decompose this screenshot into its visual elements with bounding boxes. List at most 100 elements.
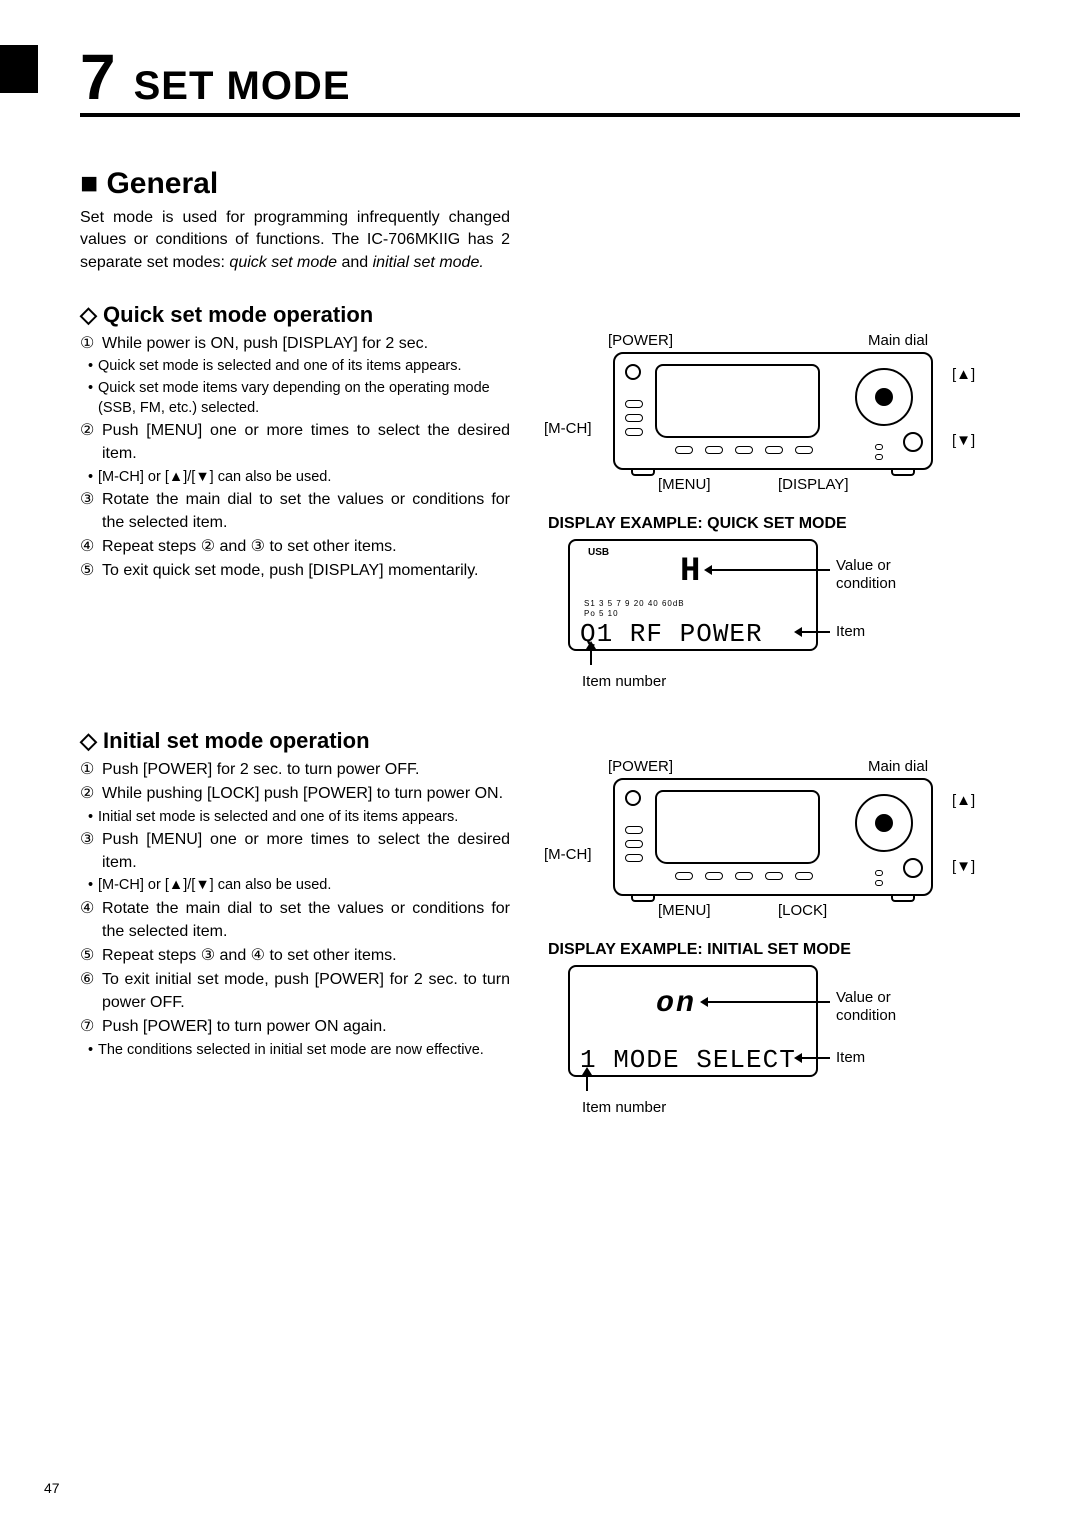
radio-dial	[855, 368, 913, 426]
annot-value: Value or	[836, 557, 891, 574]
lbl-mch: [M-CH]	[544, 846, 592, 863]
quick-s5: To exit quick set mode, push [DISPLAY] m…	[102, 559, 510, 582]
btn	[625, 428, 643, 436]
down-btn	[875, 454, 883, 460]
initial-s5: Repeat steps ③ and ④ to set other items.	[102, 944, 510, 967]
btn	[765, 446, 783, 454]
lcd-value: H	[680, 553, 702, 591]
initial-display-title: DISPLAY EXAMPLE: INITIAL SET MODE	[548, 941, 1008, 959]
lbl-menu: [MENU]	[658, 476, 711, 493]
initial-s7: Push [POWER] to turn power ON again.	[102, 1015, 510, 1038]
bullet: •	[88, 467, 98, 487]
quick-s1: While power is ON, push [DISPLAY] for 2 …	[102, 332, 510, 355]
num-2: ②	[80, 419, 102, 465]
num-1: ①	[80, 332, 102, 355]
lcd-scale1: S1 3 5 7 9 20 40 60dB	[584, 599, 685, 608]
lbl-down: [▼]	[952, 858, 975, 875]
initial-s3: Push [MENU] one or more times to select …	[102, 828, 510, 874]
intro-initial: initial set mode.	[373, 254, 484, 271]
mch-knob	[903, 432, 923, 452]
num-3: ③	[80, 828, 102, 874]
num-2: ②	[80, 782, 102, 805]
chapter-number: 7	[80, 45, 116, 109]
annot-condition: condition	[836, 575, 896, 592]
lcd-main: 1 MODE SELECT	[580, 1045, 796, 1075]
arrow	[590, 647, 592, 665]
lbl-up: [▲]	[952, 366, 975, 383]
arrow	[800, 1057, 830, 1059]
radio-screen	[655, 364, 820, 438]
initial-lcd: on 1 MODE SELECT Value or condition Item	[568, 965, 888, 1095]
intro-text: Set mode is used for programming infrequ…	[80, 207, 510, 274]
bullet: •	[88, 356, 98, 376]
initial-radio-diagram: [POWER] Main dial [M-CH] [▲] [▼] [MENU] …	[538, 758, 1008, 923]
num-1: ①	[80, 758, 102, 781]
arrow	[710, 569, 830, 571]
bullet: •	[88, 875, 98, 895]
quick-s1b1: Quick set mode is selected and one of it…	[98, 356, 462, 376]
btn	[735, 446, 753, 454]
btn	[735, 872, 753, 880]
lcd-main: Q1 RF POWER	[580, 619, 763, 649]
up-btn	[875, 444, 883, 450]
lbl-maindial: Main dial	[868, 332, 928, 349]
btn	[795, 872, 813, 880]
quick-s2: Push [MENU] one or more times to select …	[102, 419, 510, 465]
page-number: 47	[44, 1480, 60, 1496]
arrow	[800, 631, 830, 633]
radio-body	[613, 352, 933, 470]
lbl-power: [POWER]	[608, 758, 673, 775]
up-btn	[875, 870, 883, 876]
bullet: •	[88, 807, 98, 827]
initial-steps: ①Push [POWER] for 2 sec. to turn power O…	[80, 758, 510, 1060]
quick-heading: ◇ Quick set mode operation	[80, 302, 1020, 328]
down-btn	[875, 880, 883, 886]
btn	[675, 446, 693, 454]
btn	[625, 400, 643, 408]
num-5: ⑤	[80, 944, 102, 967]
quick-s2b1: [M-CH] or [▲]/[▼] can also be used.	[98, 467, 331, 487]
arrow	[706, 1001, 830, 1003]
quick-display-title: DISPLAY EXAMPLE: QUICK SET MODE	[548, 515, 1008, 533]
num-6: ⑥	[80, 968, 102, 1014]
side-tab	[0, 45, 38, 93]
radio-screen	[655, 790, 820, 864]
power-btn	[625, 790, 641, 806]
initial-s2b1: Initial set mode is selected and one of …	[98, 807, 458, 827]
foot	[631, 894, 655, 902]
lcd-scale2: Po 5 10	[584, 609, 619, 618]
lcd-usb: USB	[588, 547, 609, 558]
lcd-frame: USB H S1 3 5 7 9 20 40 60dB Po 5 10 Q1 R…	[568, 539, 818, 651]
lbl-menu: [MENU]	[658, 902, 711, 919]
lbl-lock: [LOCK]	[778, 902, 827, 919]
num-7: ⑦	[80, 1015, 102, 1038]
intro-quick: quick set mode	[229, 254, 337, 271]
num-5: ⑤	[80, 559, 102, 582]
initial-s6: To exit initial set mode, push [POWER] f…	[102, 968, 510, 1014]
chapter-title: SET MODE	[134, 64, 351, 109]
foot	[631, 468, 655, 476]
quick-s3: Rotate the main dial to set the values o…	[102, 488, 510, 534]
btn	[675, 872, 693, 880]
btn	[705, 446, 723, 454]
quick-s1b2: Quick set mode items vary depending on t…	[98, 378, 510, 419]
annot-value: Value or	[836, 989, 891, 1006]
btn	[705, 872, 723, 880]
annot-item: Item	[836, 623, 865, 640]
power-btn	[625, 364, 641, 380]
btn	[625, 826, 643, 834]
quick-radio-diagram: [POWER] Main dial [M-CH] [▲] [▼] [MENU] …	[538, 332, 1008, 497]
btn	[625, 414, 643, 422]
quick-lcd: USB H S1 3 5 7 9 20 40 60dB Po 5 10 Q1 R…	[568, 539, 888, 669]
annot-item: Item	[836, 1049, 865, 1066]
btn	[765, 872, 783, 880]
annot-condition: condition	[836, 1007, 896, 1024]
lbl-maindial: Main dial	[868, 758, 928, 775]
num-3: ③	[80, 488, 102, 534]
quick-itemnum: Item number	[582, 673, 1008, 690]
radio-dial	[855, 794, 913, 852]
section-heading: ■ General	[80, 167, 1020, 201]
mch-knob	[903, 858, 923, 878]
intro-and: and	[337, 254, 373, 271]
lcd-frame: on 1 MODE SELECT	[568, 965, 818, 1077]
